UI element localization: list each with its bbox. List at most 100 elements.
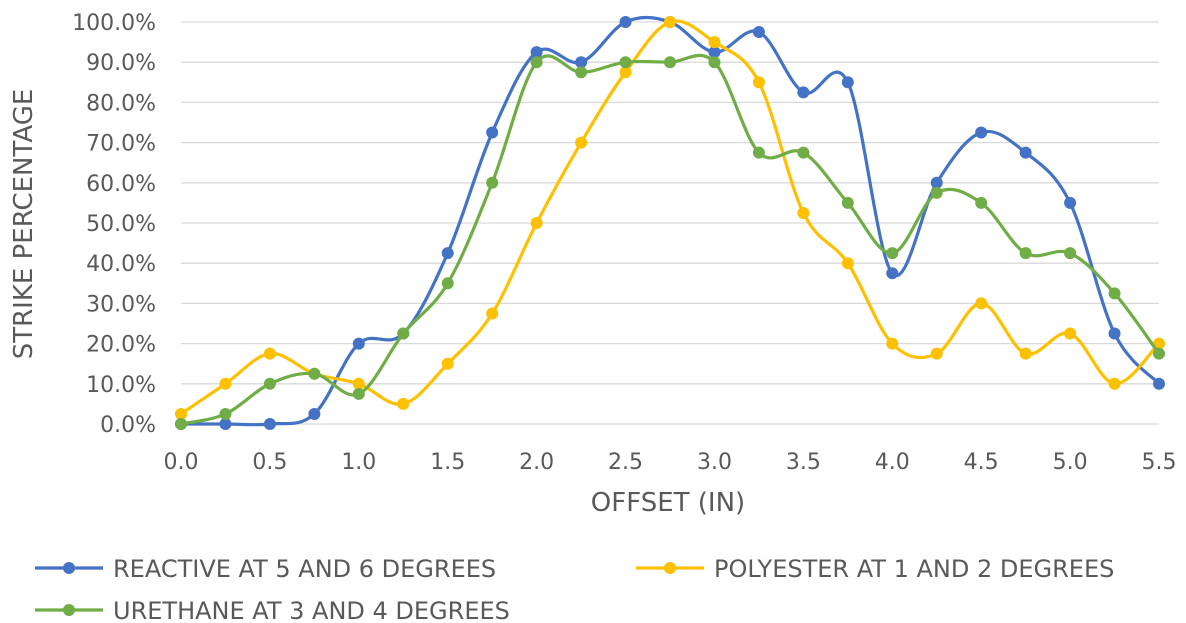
y-axis-ticks: 0.0% 10.0% 20.0% 30.0% 40.0% 50.0% 60.0% 70.0% 8… [72, 11, 156, 438]
data-point [530, 217, 543, 229]
data-point [841, 76, 854, 89]
data-point [219, 377, 232, 390]
data-point [1108, 327, 1121, 340]
data-point [886, 247, 899, 260]
data-point [530, 46, 543, 59]
data-point [1064, 247, 1077, 260]
data-point [752, 146, 765, 159]
data-point [441, 247, 454, 260]
x-tick-label: 5.0 [1053, 450, 1088, 475]
data-point [397, 327, 410, 340]
x-tick-label: 4.5 [964, 450, 999, 475]
y-tick-label: 20.0% [86, 333, 156, 358]
data-point [263, 347, 276, 360]
legend-swatch-marker [63, 562, 75, 574]
y-tick-label: 0.0% [100, 413, 156, 438]
data-point [708, 56, 721, 69]
data-point [797, 206, 810, 219]
y-tick-label: 80.0% [86, 91, 156, 116]
y-axis-title: STRIKE PERCENTAGE [9, 89, 39, 360]
data-point [886, 337, 899, 350]
legend-item: URETHANE AT 3 AND 4 DEGREES [35, 597, 510, 623]
data-point [1064, 196, 1077, 209]
data-point [975, 297, 988, 310]
data-point [841, 196, 854, 209]
data-point [441, 357, 454, 370]
data-point [175, 407, 187, 420]
legend-swatch-marker [63, 604, 75, 616]
data-point [352, 387, 365, 400]
series-line [180, 53, 1161, 426]
y-tick-label: 100.0% [72, 11, 156, 36]
x-tick-label: 3.0 [697, 450, 732, 475]
data-point [575, 56, 588, 69]
y-tick-label: 90.0% [86, 51, 156, 76]
data-point [352, 337, 365, 350]
y-tick-label: 60.0% [86, 172, 156, 197]
data-point [797, 86, 810, 99]
data-point [1064, 327, 1077, 340]
x-axis-ticks: 0.0 0.5 1.0 1.5 2.0 2.5 3.0 3.5 4.0 4.5 5.0 5.5 [164, 450, 1177, 475]
data-point [975, 126, 988, 139]
data-point [397, 397, 410, 410]
x-axis-title: OFFSET (IN) [591, 488, 745, 518]
series-line [180, 19, 1161, 416]
x-tick-label: 2.5 [608, 450, 643, 475]
y-tick-label: 30.0% [86, 292, 156, 317]
data-point [619, 66, 632, 79]
series-2 [175, 16, 1165, 420]
data-point [530, 56, 543, 69]
data-point [1153, 347, 1165, 360]
y-tick-label: 70.0% [86, 132, 156, 157]
data-point [1108, 377, 1121, 390]
data-point [263, 377, 276, 390]
data-point [841, 257, 854, 270]
series-3 [175, 53, 1165, 430]
x-tick-label: 0.5 [252, 450, 287, 475]
data-point [619, 16, 632, 28]
data-point [575, 66, 588, 79]
legend-label: REACTIVE AT 5 AND 6 DEGREES [113, 555, 496, 583]
data-point [619, 56, 632, 69]
x-tick-label: 0.0 [164, 450, 199, 475]
legend: REACTIVE AT 5 AND 6 DEGREES POLYESTER AT … [35, 555, 1114, 623]
data-point [1108, 287, 1121, 300]
x-tick-label: 3.5 [786, 450, 821, 475]
data-point [930, 347, 943, 360]
data-point [486, 176, 499, 189]
data-point [263, 418, 276, 430]
data-point [1019, 347, 1032, 360]
legend-label: URETHANE AT 3 AND 4 DEGREES [113, 597, 510, 623]
plot-area [175, 15, 1165, 430]
x-tick-label: 1.5 [430, 450, 465, 475]
series-line [181, 15, 1161, 427]
data-point [752, 26, 765, 39]
data-point [352, 377, 365, 390]
y-tick-label: 40.0% [86, 252, 156, 277]
legend-label: POLYESTER AT 1 AND 2 DEGREES [714, 555, 1114, 583]
data-point [886, 267, 899, 280]
data-point [486, 126, 499, 139]
data-point [1153, 337, 1165, 350]
x-tick-label: 2.0 [519, 450, 554, 475]
legend-item: REACTIVE AT 5 AND 6 DEGREES [35, 555, 496, 583]
data-point [708, 46, 721, 59]
data-point [930, 186, 943, 199]
data-point [664, 56, 676, 69]
legend-item: POLYESTER AT 1 AND 2 DEGREES [636, 555, 1114, 583]
x-tick-label: 4.0 [875, 450, 910, 475]
data-point [1153, 377, 1165, 390]
data-point [486, 307, 499, 320]
data-point [930, 176, 943, 189]
x-tick-label: 5.5 [1142, 450, 1177, 475]
data-point [752, 76, 765, 89]
data-point [575, 136, 588, 149]
data-point [308, 367, 321, 380]
data-point [664, 16, 676, 28]
legend-swatch-marker [664, 562, 676, 574]
data-point [219, 407, 232, 420]
data-point [708, 36, 721, 49]
y-tick-label: 50.0% [86, 212, 156, 237]
y-tick-label: 10.0% [86, 373, 156, 398]
